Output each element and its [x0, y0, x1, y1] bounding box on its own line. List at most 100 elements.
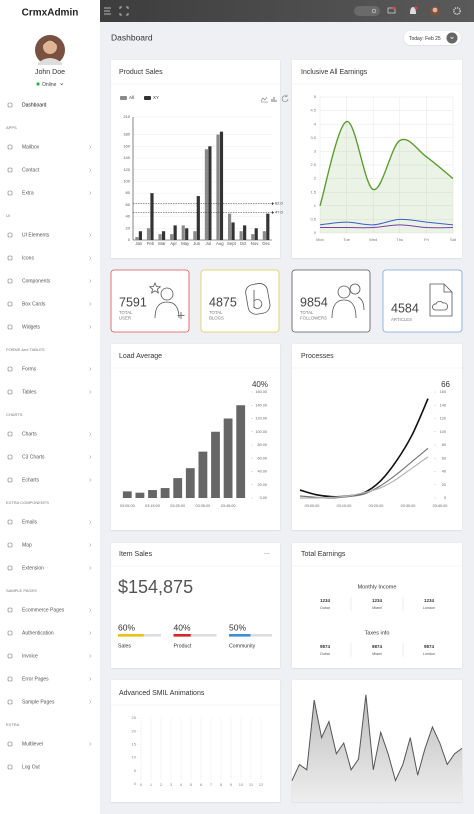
menu-icon — [7, 255, 13, 261]
menu-item[interactable]: Emails — [22, 519, 38, 525]
legend-swatch[interactable] — [120, 96, 127, 100]
brand[interactable]: CrmxAdmin — [22, 8, 79, 19]
menu-item[interactable]: Log Out — [22, 764, 40, 770]
topbar — [100, 0, 474, 22]
menu-item[interactable]: Charts — [22, 431, 37, 437]
y-tick-label: 4 — [314, 121, 317, 126]
y-tick-label: 60.00 — [257, 456, 267, 460]
menu-item[interactable]: Echarts — [22, 477, 39, 483]
menu-item[interactable]: Invoice — [22, 653, 38, 659]
avatar-shirt — [38, 58, 62, 65]
y-tick-label: 2 — [314, 176, 317, 181]
status-caret — [60, 83, 64, 86]
menu-section: EXTRA — [6, 722, 20, 727]
stat-value: 4584 — [391, 301, 419, 315]
menu-item[interactable]: Tables — [22, 389, 37, 395]
legend-swatch[interactable] — [144, 96, 151, 100]
metric-value: 60% — [118, 622, 135, 632]
y-tick-label: 100 — [440, 430, 446, 434]
chevron — [89, 233, 92, 237]
icon — [432, 300, 449, 311]
fullscreen-button[interactable] — [119, 6, 129, 16]
search-icon — [371, 8, 377, 14]
menu-toggle[interactable] — [104, 7, 111, 15]
x-tick-label: Sat — [450, 237, 457, 242]
bar — [148, 490, 157, 498]
menu-item[interactable]: Box Cards — [22, 301, 46, 307]
stat-card[interactable] — [110, 269, 190, 333]
x-tick-label: Mon — [316, 237, 324, 242]
icon — [253, 290, 263, 309]
stat-card[interactable] — [382, 269, 463, 333]
chevron — [89, 543, 92, 547]
tool-line[interactable] — [260, 96, 268, 103]
y-tick-label: 5 — [134, 768, 137, 773]
chevron — [89, 279, 92, 283]
menu-item[interactable]: Widgets — [22, 324, 41, 330]
x-tick-label: May — [181, 241, 190, 246]
mail-badge — [392, 6, 396, 10]
menu-item[interactable]: Ecommerce Pages — [22, 607, 65, 613]
menu-item[interactable]: Authentication — [22, 630, 54, 636]
menu-item[interactable]: Map — [22, 542, 32, 548]
y-tick-label: 180 — [123, 132, 130, 137]
x-tick-label: Jul — [206, 241, 212, 246]
menu-section: APPS — [6, 125, 17, 130]
stat-card[interactable] — [200, 269, 280, 333]
user-status[interactable]: Online — [42, 82, 57, 88]
chevron — [89, 631, 92, 635]
menu-icon — [7, 190, 13, 196]
settings-icon[interactable] — [453, 7, 461, 15]
group-title: Monthly Income — [358, 584, 397, 590]
stat-value: 9854 — [300, 295, 328, 309]
more-button[interactable]: ... — [264, 549, 270, 556]
search-box[interactable] — [354, 6, 380, 16]
menu-item[interactable]: Icons — [22, 255, 34, 261]
y-tick-label: 160.00 — [255, 390, 267, 394]
icon — [154, 301, 180, 319]
stat-label: BLOGS — [209, 316, 224, 321]
menu-item[interactable]: Forms — [22, 366, 37, 372]
tool-restore[interactable] — [281, 94, 289, 103]
menu-icon — [7, 102, 13, 108]
menu-item[interactable]: Mailbox — [22, 144, 40, 150]
bar — [251, 234, 255, 240]
chevron — [89, 677, 92, 681]
menu-item[interactable]: Contact — [22, 167, 40, 173]
area-fill — [292, 694, 462, 802]
date-pill[interactable] — [404, 31, 461, 45]
bar — [239, 231, 243, 240]
date-button[interactable] — [446, 32, 458, 44]
x-tick-label: 7 — [210, 782, 213, 787]
menu-item[interactable]: Sample Pages — [22, 699, 55, 705]
bar — [243, 225, 247, 240]
menu-item[interactable]: UI Elements — [22, 232, 50, 238]
metric-value: 50% — [229, 622, 246, 632]
panel-title: Total Earnings — [301, 551, 346, 558]
y-tick-label: 140 — [440, 403, 446, 407]
group-value: 9874 — [372, 644, 383, 649]
x-tick-label: 03:30:00 — [401, 504, 416, 508]
menu-item[interactable]: Multilevel — [22, 741, 43, 747]
metric-label: Sales — [118, 643, 131, 649]
y-tick-label: 3 — [314, 148, 317, 153]
menu-item[interactable]: C3 Charts — [22, 454, 45, 460]
progress-track — [173, 634, 217, 637]
mail-icon[interactable] — [387, 7, 396, 14]
menu-item[interactable]: Components — [22, 278, 51, 284]
menu-item[interactable]: Dashboard — [22, 102, 47, 108]
x-tick-label: 10 — [239, 782, 244, 787]
menu-item[interactable]: Extension — [22, 565, 44, 571]
stat-card[interactable] — [291, 269, 371, 333]
x-tick-label: 03:35:00 — [196, 504, 211, 508]
x-tick-label: 5 — [190, 782, 193, 787]
avatar-hair — [43, 40, 57, 45]
menu-item[interactable]: Error Pages — [22, 676, 49, 682]
total-value: $154,875 — [118, 577, 193, 597]
date-caret — [450, 36, 454, 39]
stat-value: 4875 — [209, 295, 237, 309]
tool-bar[interactable] — [271, 97, 277, 102]
bell-icon[interactable] — [410, 7, 416, 14]
menu-item[interactable]: Extra — [22, 190, 34, 196]
